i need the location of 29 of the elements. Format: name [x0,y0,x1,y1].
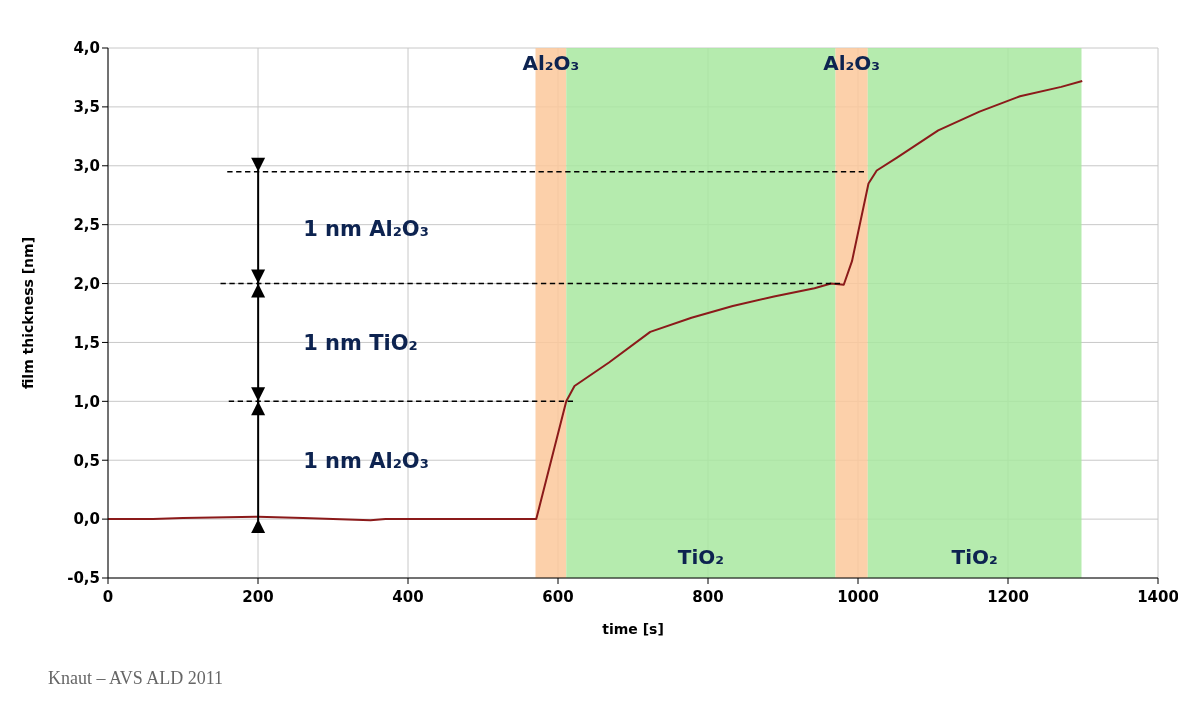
y-tick-label: 0,0 [73,510,100,529]
y-tick-label: 0,5 [73,451,100,470]
x-tick-label: 1000 [837,588,879,606]
band-label: TiO₂ [677,545,725,569]
y-axis-title: film thickness [nm] [19,236,36,390]
band-label: TiO₂ [951,545,998,569]
x-tick-label: 1200 [987,588,1029,606]
y-tick-label: -0,5 [67,569,100,588]
y-tick-label: 1,5 [73,333,100,352]
annotation: 1 nm Al₂O₃ [303,216,429,241]
y-tick-label: 1,0 [73,392,100,411]
y-tick-label: 2,0 [73,274,100,293]
annotation: 1 nm TiO₂ [303,331,418,356]
x-tick-label: 200 [242,588,274,606]
line-series [108,79,1084,522]
y-tick-label: 4,0 [73,39,100,58]
x-tick-label: 600 [542,588,574,606]
y-tick-label: 3,0 [73,157,100,176]
y-tick-label: 2,5 [73,215,100,234]
band-label: Al₂O₃ [522,51,580,76]
annotation: 1 nm Al₂O₃ [303,449,429,474]
x-tick-label: 1400 [1137,588,1179,606]
y-tick-label: 3,5 [73,98,100,117]
x-axis-title: time [s] [602,621,664,637]
text: Knaut – AVS ALD 2011 [48,668,224,689]
x-tick-label: 400 [392,588,424,606]
band-label: Al₂O₃ [823,51,881,76]
x-tick-label: 800 [692,588,724,606]
x-tick-label: 0 [102,588,114,606]
